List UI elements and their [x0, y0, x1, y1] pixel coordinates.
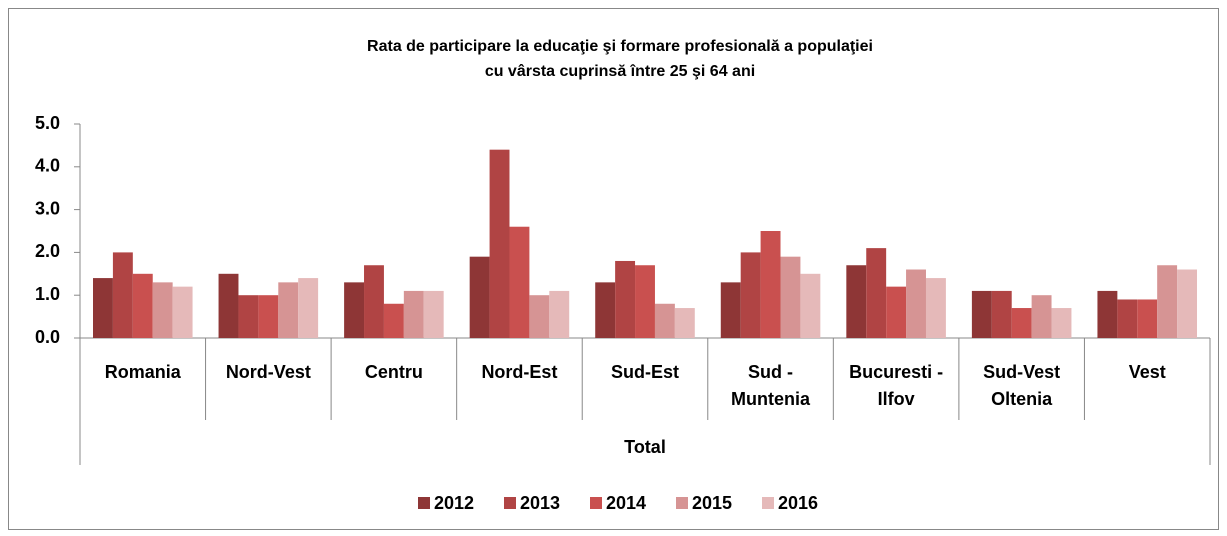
- bar: [152, 282, 173, 338]
- y-tick-label: 5.0: [35, 113, 60, 133]
- bar: [635, 265, 655, 338]
- legend-label: 2012: [434, 493, 474, 513]
- bar: [720, 282, 741, 338]
- bar: [218, 273, 239, 338]
- bar: [800, 273, 821, 338]
- chart-border: [8, 8, 1219, 530]
- x-tick-label: Bucuresti - Ilfov: [849, 362, 944, 409]
- y-tick-label: 3.0: [35, 198, 60, 218]
- x-tick-label: Centru: [364, 362, 423, 382]
- bar: [654, 303, 675, 338]
- legend-label: 2013: [520, 493, 560, 513]
- bar: [364, 265, 384, 338]
- y-tick-label: 1.0: [35, 284, 60, 304]
- bar: [906, 269, 926, 338]
- legend-label: 2015: [692, 493, 732, 513]
- bar: [344, 282, 365, 338]
- x-tick-label: Nord-Est: [481, 362, 558, 382]
- bar: [760, 231, 781, 338]
- y-tick-label: 2.0: [35, 241, 60, 261]
- legend-swatch: [676, 497, 688, 509]
- x-tick-label: Sud-Vest Oltenia: [983, 362, 1061, 409]
- y-tick-label: 0.0: [35, 327, 60, 347]
- bar: [595, 282, 616, 338]
- bar: [1137, 299, 1158, 338]
- legend-swatch: [504, 497, 516, 509]
- legend-swatch: [590, 497, 602, 509]
- legend-label: 2014: [606, 493, 646, 513]
- bar: [886, 286, 907, 338]
- bar: [846, 265, 867, 338]
- bar: [93, 278, 113, 338]
- legend-label: 2016: [778, 493, 818, 513]
- x-tick-label: Romania: [104, 362, 181, 382]
- bar: [1117, 299, 1138, 338]
- bar: [1157, 265, 1178, 338]
- bar: [1177, 269, 1197, 338]
- bar: [1011, 308, 1032, 338]
- y-tick-label: 4.0: [35, 156, 60, 176]
- chart-title: Rata de participare la educaţie şi forma…: [367, 38, 873, 55]
- bar: [298, 278, 319, 338]
- bar: [403, 290, 424, 338]
- bar: [549, 290, 570, 338]
- x-axis-label: Total: [624, 437, 666, 457]
- x-tick-label: Sud - Muntenia: [731, 362, 811, 409]
- bar: [1097, 290, 1118, 338]
- bar: [925, 278, 946, 338]
- chart-subtitle: cu vârsta cuprinsă între 25 şi 64 ani: [485, 63, 755, 80]
- bar: [112, 252, 133, 338]
- x-tick-label: Vest: [1128, 362, 1166, 382]
- x-tick-label: Sud-Est: [610, 362, 679, 382]
- bar: [780, 256, 801, 338]
- x-tick-label: Nord-Vest: [225, 362, 311, 382]
- bar: [383, 303, 404, 338]
- bar: [740, 252, 761, 338]
- bar: [238, 295, 259, 338]
- legend-swatch: [418, 497, 430, 509]
- bar: [258, 295, 279, 338]
- bar: [278, 282, 299, 338]
- bar: [529, 295, 550, 338]
- bar: [1051, 308, 1072, 338]
- bar: [866, 248, 887, 338]
- bar: [971, 290, 992, 338]
- bar: [132, 273, 153, 338]
- bar: [172, 286, 193, 338]
- bar: [991, 290, 1012, 338]
- bar: [1031, 295, 1052, 338]
- bar: [674, 308, 695, 338]
- bar: [615, 260, 636, 338]
- legend-swatch: [762, 497, 774, 509]
- bar: [469, 256, 490, 338]
- bar: [489, 149, 510, 338]
- bar: [509, 226, 530, 338]
- bar: [423, 290, 444, 338]
